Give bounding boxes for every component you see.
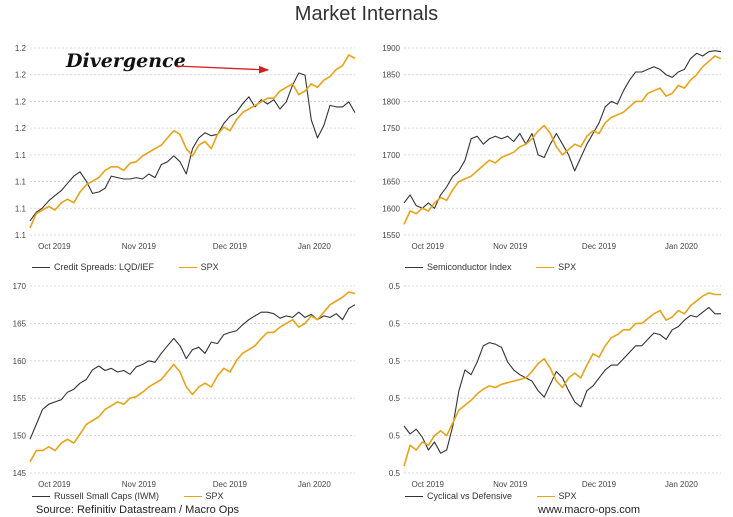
series-line-primary	[403, 306, 721, 454]
legend-swatch-dark	[405, 267, 423, 269]
legend-swatch-spx	[183, 496, 202, 498]
footer-source: Source: Refinitiv Datastream / Macro Ops	[36, 504, 239, 516]
chart-russell: 145 150 155 160 165 170 Oct 2019 Nov 2019 Dec 20…	[13, 282, 356, 489]
y-tick-label: 1.2	[15, 44, 27, 53]
x-tick-label: Dec 2019	[213, 480, 248, 489]
x-tick-label: Dec 2019	[582, 242, 617, 251]
legend-label-spx: SPX	[205, 491, 224, 501]
chart-semiconductor: 1550 1600 1650 1700 1750 1800 1850 1900 Oct 2019…	[382, 44, 722, 251]
y-tick-label: 0.5	[389, 394, 401, 403]
legend-swatch-spx	[536, 496, 555, 498]
y-tick-label: 0.5	[389, 357, 401, 366]
legend-swatch-dark	[32, 496, 50, 498]
y-tick-label: 155	[13, 394, 27, 403]
legend-russell: Russell Small Caps (IWM) SPX	[32, 491, 246, 501]
x-tick-label: Jan 2020	[665, 480, 698, 489]
x-tick-label: Jan 2020	[298, 480, 331, 489]
panel-russell: 145 150 155 160 165 170 Oct 2019 Nov 2019 Dec 20…	[0, 278, 366, 489]
y-tick-label: 145	[13, 469, 27, 478]
y-tick-label: 1.2	[15, 71, 27, 80]
x-tick-label: Dec 2019	[213, 242, 248, 251]
y-tick-label: 1.1	[15, 231, 27, 240]
y-tick-label: 1800	[382, 97, 400, 106]
chart-title: Market Internals	[294, 3, 439, 25]
x-tick-label: Oct 2019	[412, 480, 445, 489]
y-tick-label: 1550	[382, 231, 400, 240]
series-line-spx	[29, 54, 356, 229]
annotation-divergence: Divergence	[66, 50, 186, 72]
y-tick-label: 1850	[382, 71, 400, 80]
panel-cyclical: 0.5 0.5 0.5 0.5 0.5 0.5 Oct 2019 Nov 2019 Dec 20…	[366, 278, 733, 489]
legend-swatch-spx	[178, 267, 197, 269]
panel-credit-spreads: 1.1 1.1 1.1 1.1 1.2 1.2 1.2 1.2 Oct 2019 Nov 2019…	[0, 40, 366, 251]
y-tick-label: 150	[13, 432, 27, 441]
series-line-primary	[403, 50, 722, 209]
y-tick-label: 1.1	[15, 178, 27, 187]
x-tick-label: Dec 2019	[582, 480, 617, 489]
series-line-spx	[403, 292, 721, 467]
legend-semiconductor: Semiconductor Index SPX	[405, 262, 598, 272]
y-tick-label: 1900	[382, 44, 400, 53]
x-tick-label: Nov 2019	[493, 480, 528, 489]
legend-swatch-dark	[405, 496, 423, 498]
y-tick-label: 1.1	[15, 204, 27, 213]
legend-label-spx: SPX	[558, 491, 577, 501]
legend-label-credit-spreads: Credit Spreads: LQD/IEF	[54, 262, 155, 272]
y-tick-label: 1600	[382, 204, 400, 213]
legend-label-spx: SPX	[558, 262, 577, 272]
legend-swatch-spx	[536, 267, 555, 269]
y-tick-label: 165	[13, 319, 27, 328]
y-tick-label: 0.5	[389, 432, 401, 441]
y-tick-label: 1700	[382, 151, 400, 160]
series-line-primary	[29, 72, 356, 222]
legend-label-cyclical: Cyclical vs Defensive	[427, 491, 513, 501]
panel-semiconductor: 1550 1600 1650 1700 1750 1800 1850 1900 Oct 2019…	[366, 40, 733, 251]
series-line-primary	[29, 304, 356, 440]
x-tick-label: Oct 2019	[38, 242, 71, 251]
y-tick-label: 0.5	[389, 469, 401, 478]
y-tick-label: 1650	[382, 178, 400, 187]
y-tick-label: 170	[13, 282, 27, 291]
x-tick-label: Jan 2020	[665, 242, 698, 251]
y-tick-label: 1750	[382, 124, 400, 133]
x-tick-label: Oct 2019	[412, 242, 445, 251]
y-tick-label: 1.1	[15, 151, 27, 160]
series-line-spx	[403, 55, 722, 225]
y-tick-label: 1.2	[15, 124, 27, 133]
series-line-spx	[29, 291, 356, 463]
y-tick-label: 0.5	[389, 319, 401, 328]
y-tick-label: 0.5	[389, 282, 401, 291]
x-tick-label: Nov 2019	[493, 242, 528, 251]
legend-label-spx: SPX	[200, 262, 219, 272]
x-tick-label: Jan 2020	[298, 242, 331, 251]
legend-credit-spreads: Credit Spreads: LQD/IEF SPX	[32, 262, 241, 272]
legend-label-semiconductor: Semiconductor Index	[427, 262, 512, 272]
y-tick-label: 1.2	[15, 97, 27, 106]
legend-swatch-dark	[32, 267, 50, 269]
x-tick-label: Nov 2019	[122, 480, 157, 489]
x-tick-label: Oct 2019	[38, 480, 71, 489]
x-tick-label: Nov 2019	[122, 242, 157, 251]
legend-label-russell: Russell Small Caps (IWM)	[54, 491, 160, 501]
chart-cyclical: 0.5 0.5 0.5 0.5 0.5 0.5 Oct 2019 Nov 2019 Dec 20…	[389, 282, 721, 489]
y-tick-label: 160	[13, 357, 27, 366]
legend-cyclical: Cyclical vs Defensive SPX	[405, 491, 599, 501]
footer-website: www.macro-ops.com	[538, 504, 641, 516]
chart-credit-spreads: 1.1 1.1 1.1 1.1 1.2 1.2 1.2 1.2 Oct 2019 Nov 2019…	[15, 44, 356, 251]
